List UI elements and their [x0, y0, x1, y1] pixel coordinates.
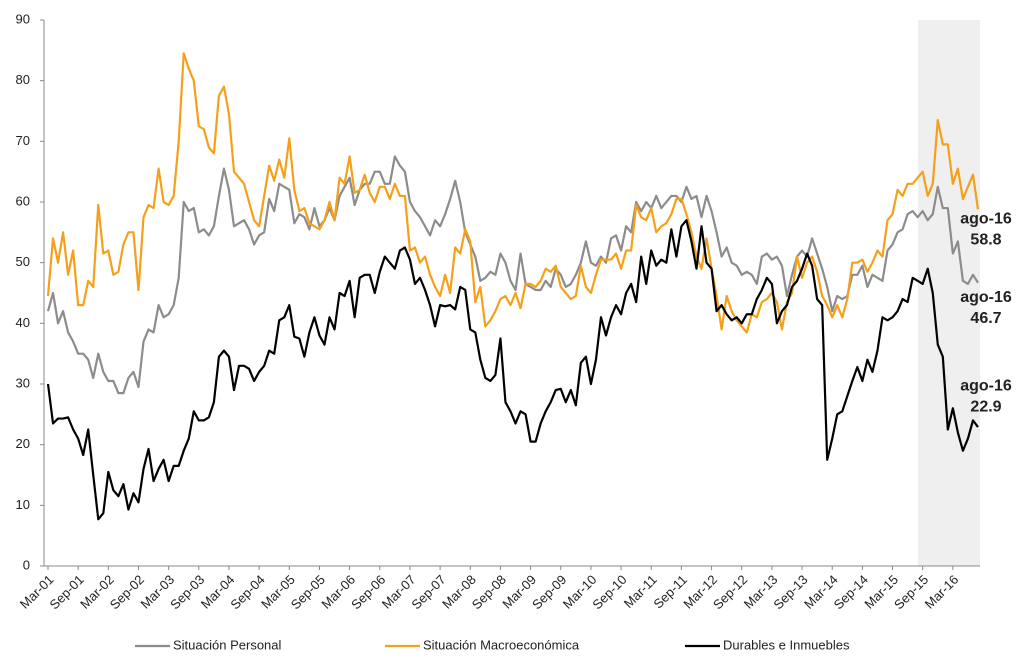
annotation-label: ago-16: [960, 210, 1012, 227]
x-tick-label: Sep-10: [589, 572, 629, 612]
y-tick-label: 50: [16, 254, 30, 269]
legend-label: Situación Personal: [173, 637, 282, 652]
x-tick-label: Sep-12: [710, 572, 750, 612]
x-tick-label: Sep-03: [167, 572, 207, 612]
y-tick-label: 80: [16, 72, 30, 87]
x-tick-label: Sep-14: [831, 572, 871, 612]
y-tick-label: 0: [23, 557, 30, 572]
y-tick-label: 60: [16, 193, 30, 208]
highlight-band: [918, 20, 980, 566]
legend-label: Durables e Inmuebles: [723, 637, 850, 652]
series-line: [46, 219, 979, 521]
annotation-value: 22.9: [970, 398, 1001, 415]
annotation-value: 58.8: [970, 231, 1001, 248]
x-tick-label: Sep-08: [469, 572, 509, 612]
x-tick-label: Sep-15: [891, 572, 931, 612]
y-tick-label: 90: [16, 11, 30, 26]
x-tick-label: Sep-01: [46, 572, 86, 612]
y-tick-label: 70: [16, 133, 30, 148]
x-tick-label: Sep-06: [348, 572, 388, 612]
x-tick-label: Sep-02: [107, 572, 147, 612]
annotation-value: 46.7: [970, 310, 1001, 327]
series-line: [46, 52, 980, 334]
annotation-label: ago-16: [960, 377, 1012, 394]
y-tick-label: 40: [16, 315, 30, 330]
x-tick-label: Sep-05: [288, 572, 328, 612]
x-tick-label: Sep-09: [529, 572, 569, 612]
x-tick-label: Sep-07: [408, 572, 448, 612]
x-tick-label: Sep-04: [227, 572, 267, 612]
y-tick-label: 30: [16, 375, 30, 390]
x-tick-label: Mar-16: [922, 572, 962, 612]
x-tick-label: Sep-13: [770, 572, 810, 612]
legend-label: Situación Macroeconómica: [423, 637, 580, 652]
y-tick-label: 20: [16, 436, 30, 451]
annotation-label: ago-16: [960, 289, 1012, 306]
series-line: [46, 155, 979, 395]
y-tick-label: 10: [16, 497, 30, 512]
